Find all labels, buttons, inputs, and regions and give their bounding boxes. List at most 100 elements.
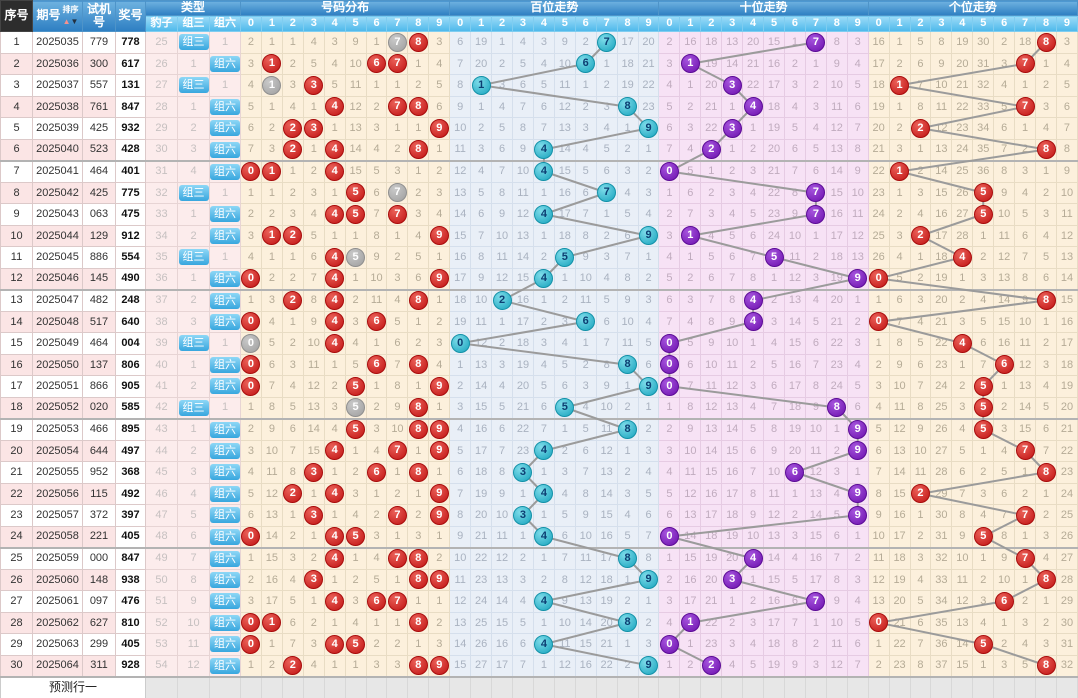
- table-row: 9 2025043 063 475 33 1 组六 2 2 3 4 4 5 7 7 3 4 14 6 9 12 4 17 7 1…: [0, 203, 1078, 226]
- prediction-empty-cell: [365, 676, 388, 698]
- units-cell: 1: [1035, 590, 1057, 613]
- tens-cell: 5: [742, 418, 765, 441]
- dist-hit-circle-red: 8: [408, 355, 428, 375]
- dist-hit-circle-gray: 7: [387, 183, 407, 203]
- units-cell: 1: [888, 95, 911, 118]
- dist-cell: 1: [407, 117, 430, 140]
- units-cell: 18: [930, 246, 953, 269]
- tens-cell: 3: [721, 568, 744, 591]
- tens-cell: 0: [658, 375, 681, 398]
- table-row: 26 2025060 148 938 50 8 组六 2 16 4 3 1 2 5 1 8 9 11 23 13 3 2 8…: [0, 568, 1078, 591]
- hundreds-cell: 5: [637, 482, 660, 505]
- hundreds-cell: 10: [449, 547, 472, 570]
- dist-hit-circle-red: 4: [325, 162, 345, 181]
- dist-hit-circle-red: 8: [408, 97, 428, 117]
- hundreds-cell: 8: [616, 611, 639, 634]
- seq-cell: 20: [0, 439, 33, 462]
- dist-cell: 2: [281, 224, 304, 247]
- baozi-miss-cell: 45: [145, 461, 178, 484]
- hundreds-hit-circle: 7: [597, 32, 617, 52]
- zu6-badge: 组六: [210, 141, 240, 158]
- dist-cell: 7: [386, 439, 409, 462]
- shi-digit-header-1: 1: [679, 15, 702, 32]
- units-cell: 8: [1035, 31, 1057, 54]
- units-cell: 1: [951, 353, 974, 376]
- hundreds-cell: 16: [595, 525, 618, 549]
- dist-cell: 5: [365, 160, 388, 183]
- dist-hit-circle-red: 7: [387, 505, 407, 525]
- dist-hit-circle-red: 9: [429, 226, 449, 246]
- dist-hit-circle-red: 3: [304, 75, 324, 95]
- hundreds-cell: 11: [595, 418, 618, 441]
- tens-cell: 16: [721, 461, 744, 484]
- hundreds-cell: 26: [470, 633, 493, 656]
- dist-hit-circle-red: 7: [387, 549, 407, 568]
- hundreds-cell: 10: [553, 611, 576, 634]
- dist-cell: 2: [281, 52, 304, 75]
- hundreds-hit-circle: 2: [492, 291, 512, 310]
- dist-hit-circle-red: 4: [325, 140, 345, 159]
- dist-cell: 1: [240, 547, 262, 570]
- sort-desc-icon[interactable]: ▼: [70, 17, 79, 26]
- zu6-badge: 组六: [210, 636, 240, 653]
- tens-cell: 3: [658, 52, 681, 75]
- units-cell: 2: [1014, 590, 1037, 613]
- tens-cell: 19: [763, 654, 785, 678]
- units-cell: 20: [951, 52, 974, 75]
- period-cell: 2025060: [32, 568, 83, 591]
- dist-cell: 9: [428, 439, 451, 462]
- hundreds-hit-circle: 4: [534, 162, 554, 181]
- period-cell: 2025046: [32, 267, 83, 291]
- baozi-miss-cell: 25: [145, 31, 178, 54]
- tens-cell: 5: [804, 310, 827, 333]
- hundreds-cell: 1: [532, 181, 555, 204]
- dist-cell: 7: [386, 203, 409, 226]
- table-row: 17 2025051 866 905 41 2 组六 0 7 4 12 2 5 1 8 1 9 2 14 4 20 5 6 3…: [0, 375, 1078, 398]
- tens-cell: 4: [742, 95, 765, 118]
- tens-cell: 7: [825, 547, 848, 570]
- dist-cell: 1: [386, 224, 409, 247]
- dist-cell: 4: [323, 267, 346, 291]
- tens-hit-circle: 0: [659, 162, 679, 181]
- units-cell: 4: [993, 439, 1016, 462]
- dist-cell: 7: [281, 439, 304, 462]
- prize-number-cell: 476: [115, 590, 146, 613]
- dist-cell: 1: [386, 525, 409, 549]
- hundreds-cell: 4: [616, 504, 639, 527]
- tens-cell: 3: [804, 95, 827, 118]
- tens-hit-circle: 1: [680, 54, 700, 74]
- zu6-badge: 组六: [210, 120, 240, 137]
- baozi-miss-cell: 41: [145, 375, 178, 398]
- period-cell: 2025036: [32, 52, 83, 75]
- units-cell: 11: [951, 568, 974, 591]
- tens-cell: 4: [846, 353, 869, 376]
- units-cell: 20: [888, 590, 911, 613]
- dist-cell: 12: [302, 375, 325, 398]
- baozi-miss-cell: 40: [145, 353, 178, 376]
- prediction-empty-cell: [208, 676, 242, 698]
- units-cell: 8: [1035, 654, 1057, 678]
- hundreds-cell: 15: [574, 633, 597, 656]
- hundreds-cell: 20: [637, 31, 660, 54]
- sort-asc-icon[interactable]: ▲: [62, 17, 71, 26]
- hundreds-cell: 19: [470, 31, 493, 54]
- dist-cell: 7: [302, 267, 325, 291]
- units-cell: 17: [888, 525, 911, 549]
- hundreds-cell: 4: [512, 590, 534, 613]
- dist-hit-circle-red: 3: [304, 570, 324, 590]
- baozi-miss-cell: 37: [145, 289, 178, 312]
- hundreds-cell: 1: [595, 52, 618, 75]
- units-cell: 1: [993, 611, 1016, 634]
- zu3-cell: 1: [177, 95, 210, 118]
- hundreds-cell: 10: [553, 52, 576, 75]
- period-cell: 2025064: [32, 654, 83, 678]
- bai-digit-header-1: 1: [470, 15, 493, 32]
- table-row: 24 2025058 221 405 48 6 组六 0 14 2 1 4 5 3 1 3 1 9 21 11 1 4 6 1…: [0, 525, 1078, 549]
- tens-cell: 4: [742, 633, 765, 656]
- hundreds-cell: 9: [470, 267, 493, 291]
- units-cell: 7: [1035, 439, 1057, 462]
- dist-cell: 6: [365, 461, 388, 484]
- tens-cell: 6: [679, 353, 702, 376]
- units-cell: 6: [909, 52, 932, 75]
- dist-cell: 5: [344, 246, 367, 269]
